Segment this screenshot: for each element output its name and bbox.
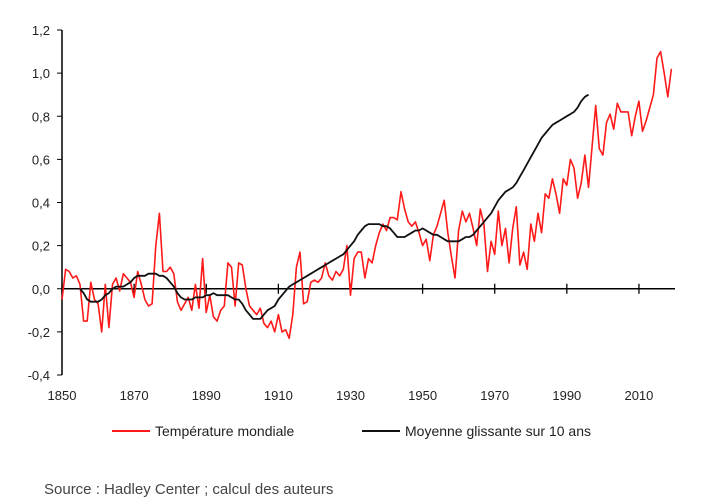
x-tick-label: 1930 [336,388,365,403]
temperature-line [61,50,673,340]
series-layer [61,50,673,340]
y-tick-label: -0,4 [28,368,50,383]
source-note: Source : Hadley Center ; calcul des aute… [44,481,334,498]
y-tick-label: -0,2 [28,325,50,340]
legend-label-moving-average: Moyenne glissante sur 10 ans [405,423,591,439]
legend: Température mondiale Moyenne glissante s… [112,423,591,439]
x-tick-label: 1890 [192,388,221,403]
x-tick-label: 1870 [120,388,149,403]
y-tick-label: 0,4 [32,196,50,211]
y-tick-label: 0,6 [32,152,50,167]
y-tick-label: 1,0 [32,66,50,81]
x-tick-label: 1950 [408,388,437,403]
y-tick-label: 0,8 [32,109,50,124]
legend-label-temperature: Température mondiale [155,423,295,439]
axes-layer: -0,4 -0,2 0,0 0,2 0,4 0,6 0,8 1,0 1,2 1850 1870 189… [28,23,675,403]
x-tick-label: 2010 [624,388,653,403]
x-tick-label: 1970 [480,388,509,403]
y-tick-label: 0,0 [32,282,50,297]
y-tick-label: 0,2 [32,239,50,254]
x-tick-label: 1910 [264,388,293,403]
y-tick-label: 1,2 [32,23,50,38]
x-tick-label: 1990 [552,388,581,403]
x-tick-label: 1850 [48,388,77,403]
chart-panel: -0,4 -0,2 0,0 0,2 0,4 0,6 0,8 1,0 1,2 1850 1870 189… [27,23,675,439]
line-chart: -0,4 -0,2 0,0 0,2 0,4 0,6 0,8 1,0 1,2 1850 1870 189… [28,23,675,439]
moving-average-line [79,93,589,320]
